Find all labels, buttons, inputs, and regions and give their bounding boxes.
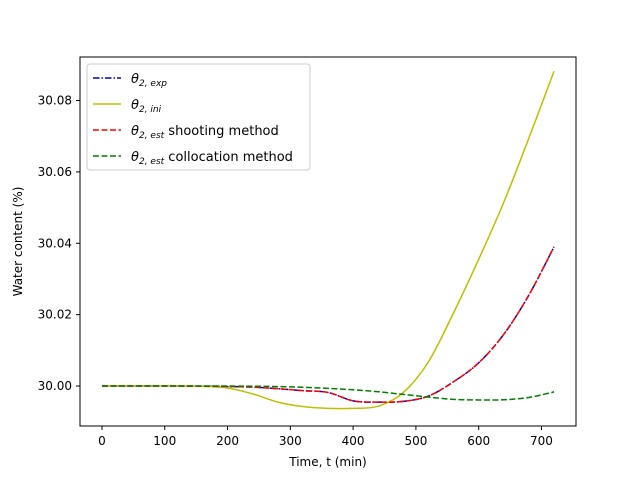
x-axis-label: Time, t (min) [288, 455, 367, 469]
plot-area [101, 71, 555, 410]
legend-label-symbol: θ [131, 72, 139, 87]
legend-label-suffix: shooting method [164, 124, 279, 139]
axes-frame [79, 56, 577, 427]
legend-label-subscript: 2, est [139, 157, 165, 167]
y-tick-label: 30.04 [38, 236, 72, 250]
y-axis-label: Water content (%) [11, 187, 25, 297]
y-tick-label: 30.02 [38, 308, 72, 322]
legend-label-theta-est-shooting: θ2, est shooting method [131, 124, 279, 141]
legend-label-symbol: θ [131, 98, 139, 113]
legend-label-theta-exp: θ2, exp [131, 72, 167, 89]
y-tick-label: 30.08 [38, 94, 72, 108]
legend-label-subscript: 2, exp [139, 79, 167, 89]
series-line-theta-ini [101, 71, 555, 410]
legend-label-symbol: θ [131, 150, 139, 165]
x-tick-label: 600 [467, 434, 490, 448]
legend-label-theta-est-collocation: θ2, est collocation method [131, 150, 293, 167]
legend-label-theta-ini: θ2, ini [131, 98, 162, 115]
legend-label-subscript: 2, ini [139, 105, 162, 115]
legend-label-subscript: 2, est [139, 131, 165, 141]
x-tick-label: 0 [98, 434, 106, 448]
series-line-theta-est-shooting [101, 246, 555, 403]
x-tick-label: 300 [279, 434, 302, 448]
x-tick-label: 700 [530, 434, 553, 448]
x-tick-label: 400 [342, 434, 365, 448]
x-tick-label: 100 [153, 434, 176, 448]
legend-label-suffix: collocation method [164, 150, 293, 165]
y-tick-label: 30.00 [38, 379, 72, 393]
axis-ticks: 0 100 200 300 400 500 600 700 30.00 30.02 30.04 30.… [38, 94, 553, 448]
x-tick-label: 200 [216, 434, 239, 448]
legend-box [86, 63, 311, 171]
legend-label-symbol: θ [131, 124, 139, 139]
y-tick-label: 30.06 [38, 165, 72, 179]
x-tick-label: 500 [404, 434, 427, 448]
series-line-theta-est-collocation [101, 385, 555, 401]
